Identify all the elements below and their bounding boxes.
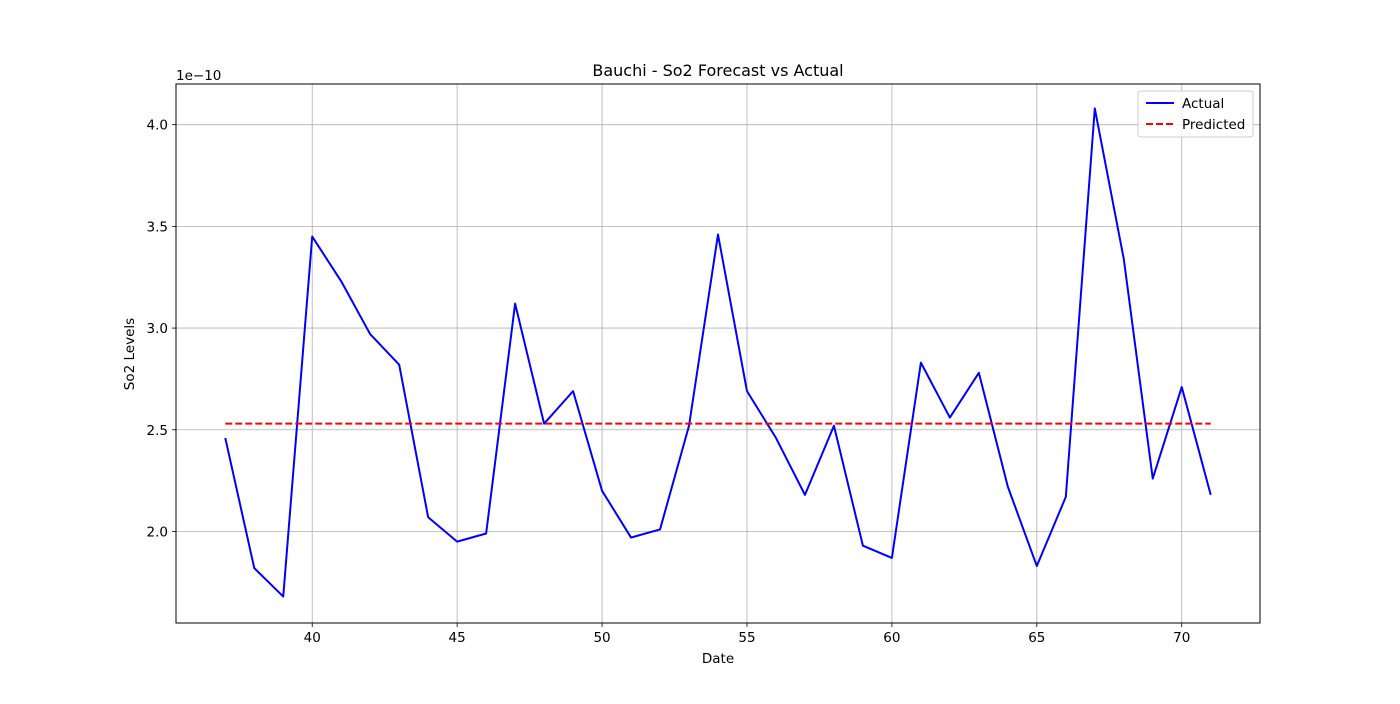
chart-title: Bauchi - So2 Forecast vs Actual bbox=[592, 61, 843, 80]
y-tick-label: 2.5 bbox=[147, 423, 168, 439]
axis-ticks: 40 45 50 55 60 65 70 2.0 2.5 3.0 3.5 4.0 bbox=[147, 118, 1191, 646]
x-tick-label: 50 bbox=[593, 630, 610, 646]
legend-label-predicted: Predicted bbox=[1182, 117, 1245, 133]
y-axis-offset-label: 1e−10 bbox=[176, 68, 221, 84]
x-tick-label: 60 bbox=[883, 630, 900, 646]
x-axis-label: Date bbox=[702, 651, 734, 667]
x-tick-label: 70 bbox=[1173, 630, 1190, 646]
series-line-actual bbox=[224, 107, 1212, 598]
y-tick-label: 3.5 bbox=[147, 219, 168, 235]
legend: Actual Predicted bbox=[1137, 90, 1254, 138]
y-tick-label: 4.0 bbox=[147, 118, 168, 134]
plot-area-frame bbox=[175, 83, 1261, 624]
legend-label-actual: Actual bbox=[1182, 96, 1224, 112]
x-tick-label: 45 bbox=[449, 630, 466, 646]
x-tick-label: 55 bbox=[738, 630, 755, 646]
x-tick-label: 40 bbox=[304, 630, 321, 646]
series-lines bbox=[224, 107, 1212, 598]
y-tick-label: 3.0 bbox=[147, 321, 168, 337]
x-tick-label: 65 bbox=[1028, 630, 1045, 646]
grid-lines bbox=[176, 84, 1260, 623]
y-axis-label: So2 Levels bbox=[122, 318, 138, 390]
y-tick-label: 2.0 bbox=[147, 524, 168, 540]
